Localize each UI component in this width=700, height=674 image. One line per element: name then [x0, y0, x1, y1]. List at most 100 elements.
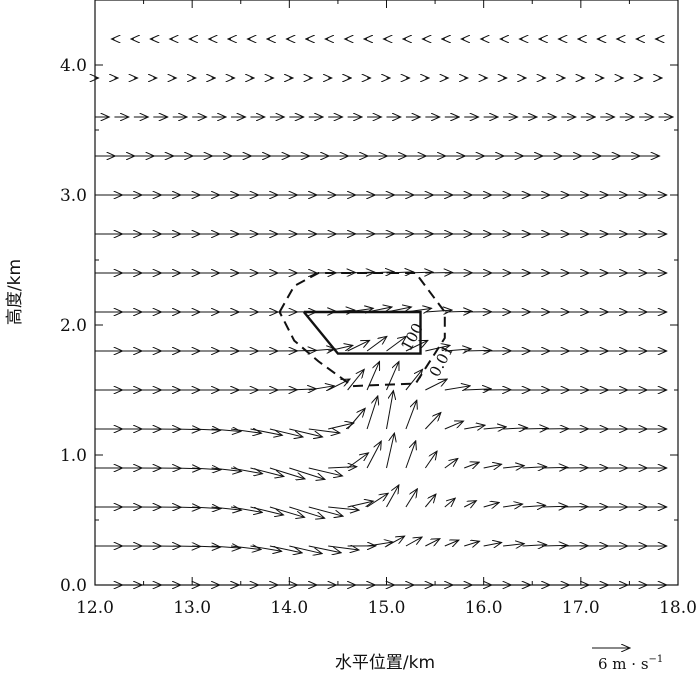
wind-vector	[366, 441, 381, 469]
wind-vector	[347, 453, 369, 469]
wind-vector	[483, 542, 502, 546]
contour-lines	[278, 272, 446, 388]
wind-vector	[444, 540, 459, 546]
wind-vector	[541, 506, 567, 507]
wind-vector	[347, 340, 370, 352]
wind-vector	[444, 421, 464, 430]
reference-vector-label: 6 m · s−1	[598, 654, 663, 673]
wind-vector	[308, 506, 343, 516]
wind-vector	[522, 545, 547, 546]
x-tick-label: 14.0	[270, 598, 308, 618]
wind-vector	[192, 546, 220, 547]
wind-vector	[386, 336, 407, 352]
wind-vector	[289, 545, 322, 554]
wind-vector	[405, 400, 417, 430]
wind-vector	[230, 467, 262, 474]
wind-vector	[522, 467, 547, 468]
wind-vector	[308, 429, 340, 433]
wind-vector	[308, 467, 343, 476]
x-tick-label: 17.0	[562, 598, 600, 618]
wind-vector	[405, 441, 416, 469]
wind-vector	[425, 539, 440, 547]
wind-vector	[425, 412, 441, 430]
contour-label-100: 100	[398, 320, 427, 354]
contour-label-0.01: 0.01	[426, 342, 458, 380]
wind-vector	[424, 451, 437, 469]
wind-vector	[503, 504, 523, 507]
wind-vector	[425, 379, 447, 391]
wind-vector	[444, 311, 472, 312]
wind-vector	[250, 506, 283, 515]
wind-vector	[541, 545, 568, 546]
contour-0.01	[278, 272, 446, 388]
y-axis-title: 高度/km	[5, 259, 25, 325]
wind-vector	[444, 349, 471, 351]
wind-vector	[289, 506, 324, 518]
wind-vector	[328, 546, 359, 550]
wind-vector	[328, 423, 354, 430]
wind-vector	[464, 501, 476, 507]
plot-frame	[94, 0, 679, 586]
x-tick-label: 12.0	[76, 598, 114, 618]
wind-vector	[522, 505, 546, 507]
wind-vector	[328, 507, 359, 510]
axis-ticks	[94, 0, 679, 586]
wind-vector	[250, 467, 283, 476]
wind-vector	[483, 502, 500, 507]
wind-vector	[192, 507, 221, 509]
wind-vector	[386, 433, 395, 469]
wind-vector	[250, 428, 282, 435]
wind-vector	[366, 336, 387, 352]
wind-vector	[328, 467, 357, 468]
wind-vector	[347, 408, 366, 430]
wind-vector	[386, 485, 399, 508]
wind-vector	[483, 427, 507, 429]
wind-vector	[503, 544, 524, 546]
wind-vector	[405, 489, 417, 508]
y-tick-label: 3.0	[60, 186, 87, 206]
wind-vector	[211, 546, 241, 548]
wind-vector	[347, 501, 374, 508]
wind-vector	[386, 391, 394, 430]
wind-vector	[192, 468, 221, 470]
wind-vector	[444, 498, 455, 508]
x-tick-label: 18.0	[659, 598, 697, 618]
wind-vector	[522, 428, 549, 429]
wind-vector	[366, 493, 388, 508]
wind-vector	[308, 545, 341, 553]
wind-vector	[328, 345, 353, 352]
wind-vector	[289, 428, 322, 437]
wind-vector	[425, 310, 452, 312]
wind-vector	[464, 425, 485, 429]
wind-vector	[541, 467, 568, 468]
wind-vector	[250, 545, 281, 551]
wind-vector	[211, 468, 242, 471]
wind-vector	[464, 541, 479, 546]
wind-vector	[405, 537, 422, 547]
y-tick-label: 1.0	[60, 446, 87, 466]
wind-vector	[366, 396, 378, 430]
wind-vector	[230, 546, 261, 550]
wind-vector	[424, 494, 436, 508]
wind-vector	[289, 467, 325, 479]
y-tick-label: 2.0	[60, 316, 87, 336]
wind-vector	[269, 506, 305, 517]
wind-vector	[230, 506, 262, 512]
wind-vector	[308, 386, 334, 390]
tick-labels: 12.0 13.0 14.0 15.0 16.0 17.0 18.0 0.0 1.0 2.0 3.0…	[60, 56, 697, 618]
wind-vector	[503, 428, 527, 429]
wind-vector	[269, 545, 302, 553]
wind-vector	[444, 386, 470, 390]
wind-vector	[386, 361, 399, 391]
wind-vector	[444, 458, 458, 469]
y-tick-label: 4.0	[60, 56, 87, 76]
x-axis-title: 水平位置/km	[335, 653, 435, 673]
wind-vector	[211, 429, 241, 431]
wind-vector	[230, 429, 261, 433]
x-tick-label: 16.0	[465, 598, 503, 618]
wind-vector	[211, 507, 242, 510]
wind-vector	[405, 369, 423, 391]
wind-vector	[483, 464, 502, 468]
wind-vector	[405, 340, 428, 352]
